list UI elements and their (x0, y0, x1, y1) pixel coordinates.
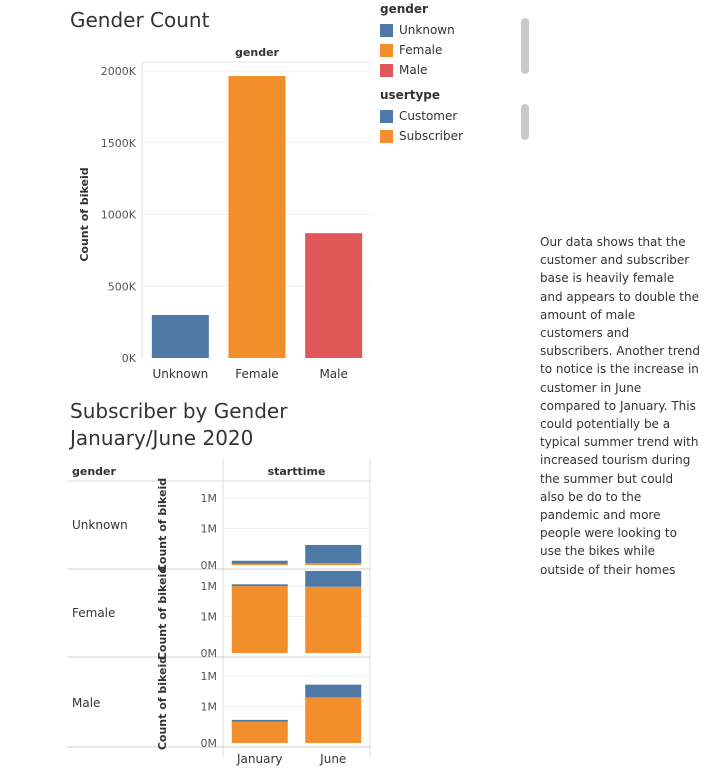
bar-unknown-january-subscriber (231, 563, 288, 565)
chart2-title-line1: Subscriber by Gender (70, 399, 288, 423)
chart1-ytick-label: 1500K (101, 137, 137, 150)
chart2-ytick-label: 1M (201, 523, 218, 536)
legend-gender-swatch (380, 43, 393, 57)
chart2-xtick-label: January (236, 752, 283, 766)
chart2-row-header: gender (72, 465, 117, 478)
chart2-ytick-label: 1M (201, 701, 218, 714)
bar-male-june-subscriber (305, 697, 362, 743)
chart1-ylabel: Count of bikeid (78, 167, 91, 261)
bar-unknown-june-subscriber (305, 563, 362, 565)
legend-gender-scrollbar[interactable] (521, 18, 529, 74)
bar-male (305, 233, 363, 358)
bar-female-january-subscriber (231, 586, 288, 653)
legend-usertype-swatch (380, 109, 393, 123)
chart1-title: Gender Count (70, 8, 210, 32)
legend-gender-swatch (380, 63, 393, 77)
chart2-ylabel: Count of bikeid (156, 566, 169, 660)
chart2-ytick-label: 1M (201, 492, 218, 505)
bar-unknown-june-customer (305, 544, 362, 564)
legend-usertype-swatch (380, 129, 393, 143)
chart2-ytick-label: 1M (201, 611, 218, 624)
chart2-title-line2: January/June 2020 (70, 426, 254, 450)
bar-unknown (151, 314, 209, 358)
legend-gender-item-unknown[interactable]: Unknown (380, 20, 540, 40)
legend-usertype-scrollbar[interactable] (521, 104, 529, 140)
gender-count-chart: gender 0K 500K 1000K 1500K 2000K Count of bike… (78, 46, 372, 381)
subscriber-by-gender-chart: gender starttime Unknown Count of bikeid 0M 1… (67, 459, 371, 766)
bar-male-january-customer (231, 719, 288, 722)
chart1-ytick-label: 500K (108, 280, 137, 293)
bar-male-january-subscriber (231, 721, 288, 743)
legend-usertype-label: Customer (399, 109, 458, 123)
chart2-row-label-female: Female (72, 606, 115, 620)
legend-usertype-title: usertype (380, 88, 441, 102)
bar-male-june-customer (305, 684, 362, 698)
legend-usertype-item-subscriber[interactable]: Subscriber (380, 126, 540, 146)
bar-female (228, 76, 286, 359)
legend-gender-title: gender (380, 2, 428, 16)
legend-usertype-label: Subscriber (399, 129, 463, 143)
legend-gender-swatch (380, 23, 393, 37)
commentary-text: Our data shows that the customer and sub… (540, 235, 700, 577)
bar-female-june-customer (305, 570, 362, 587)
legend-gender-label: Male (399, 63, 428, 77)
chart2-ytick-label: 0M (201, 647, 218, 660)
chart2-ytick-label: 1M (201, 580, 218, 593)
bar-unknown-january-customer (231, 560, 288, 564)
chart1-xtick-label: Unknown (152, 367, 208, 381)
legend-gender-label: Female (399, 43, 443, 57)
chart2-ylabel: Count of bikeid (156, 478, 169, 572)
chart1-ytick-label: 2000K (101, 65, 137, 78)
chart2-ylabel: Count of bikeid (156, 656, 169, 750)
chart1-column-header: gender (235, 46, 280, 59)
chart1-ytick-label: 1000K (101, 209, 137, 222)
chart2-row-label-unknown: Unknown (72, 518, 128, 532)
chart1-ytick-label: 0K (122, 352, 137, 365)
legend-gender-label: Unknown (399, 23, 455, 37)
chart1-xtick-label: Female (235, 367, 278, 381)
chart1-xtick-label: Male (319, 367, 347, 381)
bar-female-january-customer (231, 584, 288, 587)
legend-gender: gender Unknown Female Male (380, 2, 540, 80)
chart2-xtick-label: June (319, 752, 346, 766)
legend-usertype: usertype Customer Subscriber (380, 88, 540, 146)
bar-female-june-subscriber (305, 586, 362, 653)
chart2-row-label-male: Male (72, 696, 100, 710)
chart2-ytick-label: 1M (201, 670, 218, 683)
legend-gender-item-male[interactable]: Male (380, 60, 540, 80)
chart2-ytick-label: 0M (201, 559, 218, 572)
legend-gender-item-female[interactable]: Female (380, 40, 540, 60)
chart2-ytick-label: 0M (201, 737, 218, 750)
legend-usertype-item-customer[interactable]: Customer (380, 106, 540, 126)
chart2-column-header: starttime (268, 465, 326, 478)
